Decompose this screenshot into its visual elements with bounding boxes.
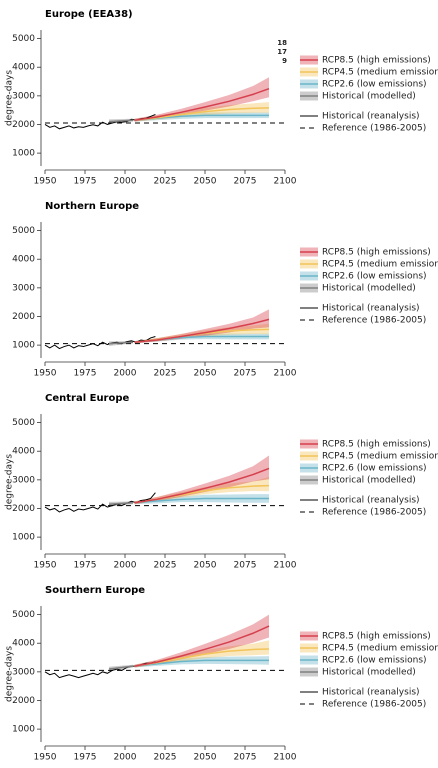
x-tick-label: 1950 [34,753,57,763]
x-tick-label: 2100 [274,369,297,379]
y-tick-label: 5000 [12,226,35,236]
legend-label: RCP4.5 (medium emissions) [322,452,438,462]
series-line [134,87,270,121]
y-tick-label: 1000 [12,149,35,159]
range-band [134,614,269,668]
y-tick-label: 4000 [12,447,35,457]
legend-label: RCP4.5 (medium emissions) [322,644,438,654]
legend-label: RCP8.5 (high emissions) [322,248,431,258]
y-tick-label: 2000 [12,312,35,322]
legend-label: RCP4.5 (medium emissions) [322,260,438,270]
x-tick-label: 2025 [154,753,177,763]
x-tick-label: 2000 [114,561,137,571]
x-tick-label: 2100 [274,177,297,187]
model-count: 17 [277,48,287,56]
x-tick-label: 2025 [154,561,177,571]
y-tick-label: 1000 [12,341,35,351]
legend-label: Reference (1986-2005) [322,700,426,710]
series-line [44,114,156,130]
legend-label: RCP2.6 (low emissions) [322,80,427,90]
x-tick-label: 2050 [194,369,217,379]
series-line [134,467,270,504]
y-tick-label: 3000 [12,283,35,293]
y-tick-label: 3000 [12,91,35,101]
y-tick-label: 5000 [12,34,35,44]
y-tick-label: 1000 [12,533,35,543]
model-count: 18 [277,39,287,47]
legend-label: RCP4.5 (medium emissions) [322,68,438,78]
x-tick-label: 2000 [114,369,137,379]
legend-label: Historical (reanalysis) [322,496,420,506]
legend-label: Reference (1986-2005) [322,316,426,326]
legend-label: Historical (reanalysis) [322,688,420,698]
chart-title: Northern Europe [45,201,139,212]
legend-label: Historical (reanalysis) [322,112,420,122]
legend-label: RCP2.6 (low emissions) [322,272,427,282]
legend-label: RCP2.6 (low emissions) [322,656,427,666]
legend-label: RCP8.5 (high emissions) [322,56,431,66]
x-tick-label: 2075 [234,561,257,571]
x-tick-label: 1950 [34,369,57,379]
legend-label: RCP8.5 (high emissions) [322,440,431,450]
legend-label: Historical (modelled) [322,92,416,102]
x-tick-label: 2025 [154,177,177,187]
series-line [134,659,269,667]
y-tick-label: 3000 [12,475,35,485]
x-tick-label: 2100 [274,561,297,571]
legend-label: Historical (modelled) [322,668,416,678]
chart-title: Sourthern Europe [45,585,145,596]
legend-label: Historical (modelled) [322,476,416,486]
y-tick-label: 3000 [12,667,35,677]
x-tick-label: 1975 [74,753,97,763]
series-line [108,502,134,505]
y-tick-label: 4000 [12,639,35,649]
chart-title: Central Europe [45,393,130,404]
y-tick-label: 1000 [12,725,35,735]
y-axis-label: degree-days [5,646,15,702]
x-tick-label: 2075 [234,177,257,187]
y-tick-label: 2000 [12,504,35,514]
legend-label: Reference (1986-2005) [322,508,426,518]
x-tick-label: 2025 [154,369,177,379]
model-count: 9 [282,57,287,65]
legend-label: Historical (modelled) [322,284,416,294]
y-tick-label: 4000 [12,63,35,73]
y-axis-label: degree-days [5,454,15,510]
legend-label: RCP8.5 (high emissions) [322,632,431,642]
x-tick-label: 2050 [194,177,217,187]
x-tick-label: 2000 [114,753,137,763]
x-tick-label: 2075 [234,753,257,763]
x-tick-label: 1975 [74,177,97,187]
series-line [108,341,134,345]
x-tick-label: 2050 [194,753,217,763]
chart-title: Europe (EEA38) [45,9,133,20]
series-line [108,119,134,123]
y-tick-label: 2000 [12,696,35,706]
legend-label: RCP2.6 (low emissions) [322,464,427,474]
y-tick-label: 5000 [12,610,35,620]
series-line [134,318,270,343]
y-tick-label: 2000 [12,120,35,130]
y-axis-label: degree-days [5,70,15,126]
legend-label: Reference (1986-2005) [322,124,426,134]
series-line [134,625,270,667]
legend-label: Historical (reanalysis) [322,304,420,314]
x-tick-label: 2000 [114,177,137,187]
y-tick-label: 5000 [12,418,35,428]
series-line [108,665,134,670]
x-tick-label: 2075 [234,369,257,379]
x-tick-label: 2100 [274,753,297,763]
x-tick-label: 1975 [74,369,97,379]
x-tick-label: 2050 [194,561,217,571]
y-tick-label: 4000 [12,255,35,265]
x-tick-label: 1950 [34,561,57,571]
series-line [134,497,269,504]
x-tick-label: 1975 [74,561,97,571]
range-band [134,656,269,668]
x-tick-label: 1950 [34,177,57,187]
